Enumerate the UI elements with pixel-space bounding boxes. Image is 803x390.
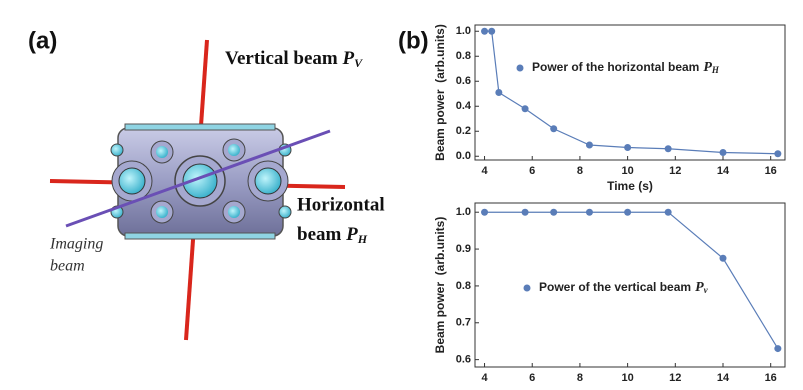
data-point — [664, 208, 672, 216]
data-point — [719, 254, 727, 262]
beam-text: Vertical beam — [225, 48, 338, 69]
beam-subscript: H — [357, 232, 368, 246]
beam-subscript: V — [354, 56, 363, 70]
x-tick-label: 4 — [481, 372, 488, 384]
y-axis-label: Beam power (arb.units) — [433, 24, 447, 161]
x-axis-label: Time (s) — [607, 179, 653, 193]
data-point — [585, 208, 593, 216]
x-tick-label: 8 — [577, 165, 583, 177]
imaging-label: Imaging — [49, 236, 103, 253]
beam-text: beam — [297, 224, 342, 245]
x-tick-label: 6 — [529, 165, 535, 177]
panel-label: (b) — [398, 27, 429, 54]
x-tick-label: 16 — [765, 372, 777, 384]
data-point — [774, 150, 782, 158]
x-tick-label: 6 — [529, 372, 535, 384]
x-tick-label: 10 — [621, 372, 633, 384]
legend-entry: Power of the horizontal beam PH — [532, 60, 720, 75]
y-tick-label: 0.6 — [456, 354, 471, 366]
data-point — [550, 125, 558, 133]
x-tick-label: 14 — [717, 372, 730, 384]
y-tick-label: 1.0 — [456, 206, 471, 218]
data-point — [585, 141, 593, 149]
y-tick-label: 0.8 — [456, 280, 471, 292]
x-tick-label: 12 — [669, 165, 681, 177]
data-point — [774, 345, 782, 353]
y-tick-label: 0.8 — [456, 50, 471, 62]
beam-label: beam PH — [297, 224, 368, 245]
data-point — [481, 208, 489, 216]
imaging-label: beam — [50, 258, 85, 275]
data-point — [719, 149, 727, 156]
x-tick-label: 4 — [481, 165, 488, 177]
y-tick-label: 0.4 — [456, 100, 472, 112]
beam-label: Horizontal — [297, 194, 385, 215]
legend-symbol: P — [695, 280, 704, 295]
legend-subscript: v — [704, 285, 709, 295]
data-line — [484, 30, 778, 155]
legend-entry: Power of the vertical beam Pv — [539, 280, 709, 295]
plot-frame — [474, 24, 786, 161]
y-tick-label: 0.7 — [456, 317, 471, 329]
panel-label: (a) — [28, 27, 57, 54]
x-tick-label: 12 — [669, 372, 681, 384]
legend-name: Power of the vertical beam — [539, 280, 691, 294]
apparatus-diagram — [49, 39, 346, 341]
x-tick-label: 8 — [577, 372, 583, 384]
legend-symbol: P — [703, 60, 712, 75]
y-tick-label: 1.0 — [456, 25, 471, 37]
data-point — [488, 27, 496, 35]
data-point — [550, 208, 558, 216]
legend-marker — [516, 64, 524, 72]
legend-subscript: H — [711, 65, 720, 75]
data-line — [484, 211, 779, 349]
data-point — [481, 27, 489, 35]
data-point — [664, 145, 672, 153]
data-point — [624, 208, 632, 216]
y-tick-label: 0.6 — [456, 75, 471, 87]
y-tick-label: 0.0 — [456, 150, 471, 162]
x-tick-label: 16 — [765, 165, 777, 177]
plot-frame — [474, 202, 786, 368]
data-point — [521, 208, 529, 216]
beam-symbol: P — [345, 224, 358, 245]
data-point — [521, 105, 529, 113]
y-tick-label: 0.9 — [456, 243, 471, 255]
x-tick-label: 10 — [621, 165, 633, 177]
x-tick-label: 14 — [717, 165, 730, 177]
legend-name: Power of the horizontal beam — [532, 60, 699, 74]
beam-symbol: P — [342, 48, 355, 69]
legend-marker — [523, 284, 531, 292]
y-axis-label: Beam power (arb.units) — [433, 217, 447, 354]
y-tick-label: 0.2 — [456, 125, 471, 137]
beam-label: Vertical beam PV — [225, 48, 363, 69]
data-point — [624, 144, 632, 151]
data-point — [495, 89, 503, 96]
